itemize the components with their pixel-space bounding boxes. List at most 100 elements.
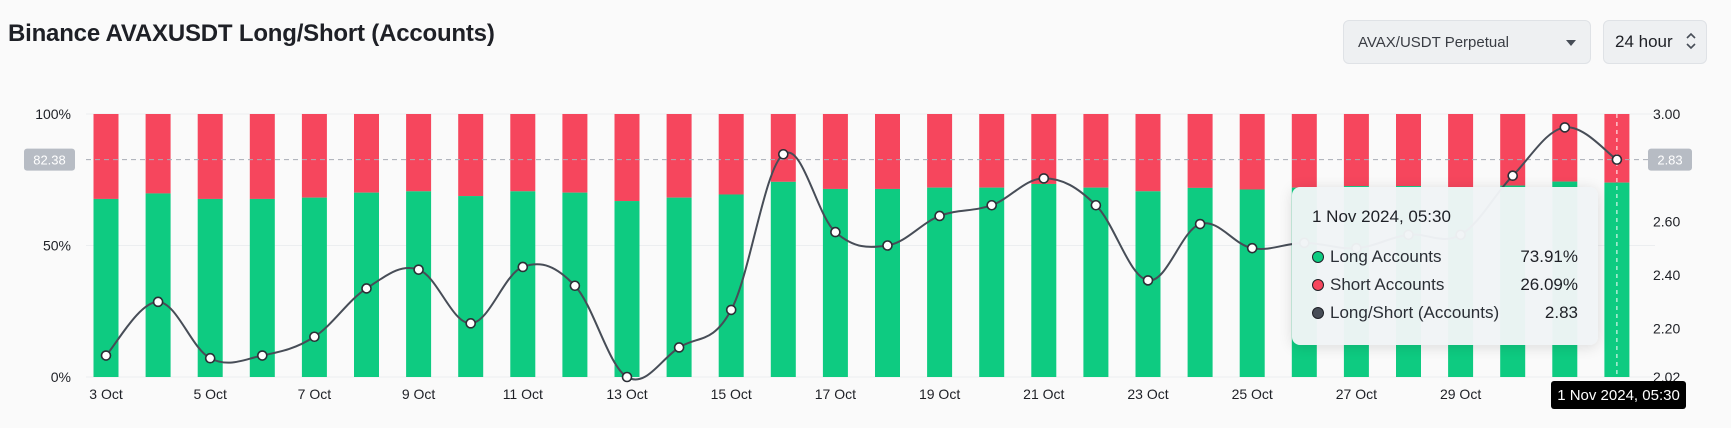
long-bar — [1239, 189, 1265, 377]
short-bar — [93, 114, 119, 199]
long-bar — [1604, 182, 1630, 377]
ratio-point — [882, 240, 893, 251]
x-tick-label: 23 Oct — [1127, 386, 1168, 402]
short-bar — [458, 114, 484, 197]
short-bar — [249, 114, 275, 199]
x-tick-label: 29 Oct — [1440, 386, 1481, 402]
short-bar — [1239, 114, 1265, 190]
tooltip-row-label: Long/Short (Accounts) — [1330, 303, 1500, 322]
ratio-point — [1559, 122, 1571, 133]
long-bar — [145, 193, 171, 377]
up-down-arrows-icon — [1686, 31, 1696, 51]
short-bar — [1031, 114, 1057, 184]
tooltip-row-value: 73.91% — [1520, 247, 1578, 266]
short-bar — [666, 114, 692, 198]
symbol-select-value: AVAX/USDT Perpetual — [1358, 33, 1509, 51]
crosshair-right-label: 2.83 — [1657, 153, 1682, 168]
ratio-point — [309, 331, 320, 343]
ratio-point — [673, 342, 685, 353]
ratio-point — [777, 148, 789, 160]
ratio-point — [830, 226, 841, 238]
ratio-point — [1194, 218, 1206, 230]
x-tick-label: 21 Oct — [1023, 386, 1064, 402]
ratio-point — [621, 371, 633, 383]
y-right-tick-label: 2.60 — [1653, 213, 1680, 229]
short-bar — [1448, 114, 1474, 189]
ratio-point — [413, 264, 424, 275]
ratio-point — [569, 280, 581, 292]
ratio-point — [100, 350, 112, 361]
short-bar — [718, 114, 744, 195]
long-bar — [770, 181, 796, 377]
long-bar — [614, 201, 640, 377]
crosshair-x-label: 1 Nov 2024, 05:30 — [1551, 381, 1686, 409]
x-tick-label: 9 Oct — [402, 386, 436, 402]
ratio-point — [986, 199, 998, 211]
crosshair-left-badge — [24, 148, 75, 171]
short-bar — [197, 114, 223, 199]
period-select[interactable]: 24 hour — [1603, 20, 1707, 64]
long-bar — [822, 188, 848, 377]
chart-tooltip: 1 Nov 2024, 05:30 Long Accounts 73.91% S… — [1292, 187, 1598, 345]
ratio-point — [465, 318, 477, 329]
x-tick-label: 7 Oct — [298, 386, 332, 402]
long-bar — [406, 191, 432, 377]
chevron-down-icon — [1566, 40, 1576, 46]
short-bar — [510, 114, 536, 192]
ratio-point — [204, 352, 216, 364]
page-title: Binance AVAXUSDT Long/Short (Accounts) — [8, 20, 495, 47]
short-dot-icon — [1312, 279, 1324, 291]
long-bar — [1083, 187, 1109, 377]
tooltip-row-value: 2.83 — [1544, 303, 1578, 322]
short-bar — [979, 114, 1005, 188]
long-bar — [458, 196, 484, 377]
ratio-point — [1142, 275, 1154, 286]
long-bar — [510, 191, 536, 377]
ratio-point — [725, 304, 737, 316]
tooltip-row-label: Short Accounts — [1330, 275, 1445, 294]
tooltip-row-label: Long Accounts — [1330, 247, 1442, 266]
long-bar — [875, 188, 900, 377]
ratio-point — [1611, 154, 1623, 165]
long-bar — [197, 198, 223, 377]
tooltip-row-value: 26.09% — [1520, 275, 1578, 294]
short-bar — [770, 114, 796, 182]
tooltip-title: 1 Nov 2024, 05:30 — [1312, 207, 1451, 226]
short-bar — [562, 114, 588, 193]
ratio-point — [517, 261, 529, 273]
short-bar — [1291, 114, 1317, 188]
y-left-tick-label: 50% — [43, 238, 71, 254]
x-tick-label: 27 Oct — [1336, 386, 1377, 402]
short-bar — [354, 114, 379, 193]
tooltip-row-ratio: Long/Short (Accounts) 2.83 — [1312, 299, 1578, 327]
ratio-point — [1507, 170, 1518, 182]
x-tick-label: 15 Oct — [711, 386, 752, 402]
short-bar — [301, 114, 327, 198]
long-bar — [1187, 187, 1213, 377]
short-bar — [1083, 114, 1109, 188]
short-bar — [614, 114, 640, 202]
short-bar — [1396, 114, 1421, 187]
symbol-select[interactable]: AVAX/USDT Perpetual — [1343, 20, 1591, 64]
short-bar — [927, 114, 953, 188]
x-tick-label: 3 Oct — [89, 386, 123, 402]
x-tick-label: 17 Oct — [815, 386, 856, 402]
ratio-dot-icon — [1312, 307, 1324, 319]
ratio-point — [152, 296, 164, 308]
long-bar — [249, 198, 275, 377]
short-bar — [822, 114, 848, 189]
long-bar — [301, 197, 327, 377]
long-bar — [979, 187, 1005, 377]
crosshair-left-label: 82.38 — [33, 153, 66, 168]
y-right-tick-label: 2.40 — [1653, 267, 1680, 283]
x-tick-label: 13 Oct — [606, 386, 647, 402]
ratio-point — [934, 210, 945, 222]
period-select-value: 24 hour — [1615, 32, 1673, 51]
tooltip-row-long: Long Accounts 73.91% — [1312, 243, 1578, 271]
short-bar — [1343, 114, 1369, 187]
crosshair-right-badge — [1648, 148, 1692, 171]
long-dot-icon — [1312, 251, 1324, 263]
ratio-point — [1246, 242, 1258, 254]
short-bar — [145, 114, 171, 194]
short-bar — [875, 114, 900, 189]
